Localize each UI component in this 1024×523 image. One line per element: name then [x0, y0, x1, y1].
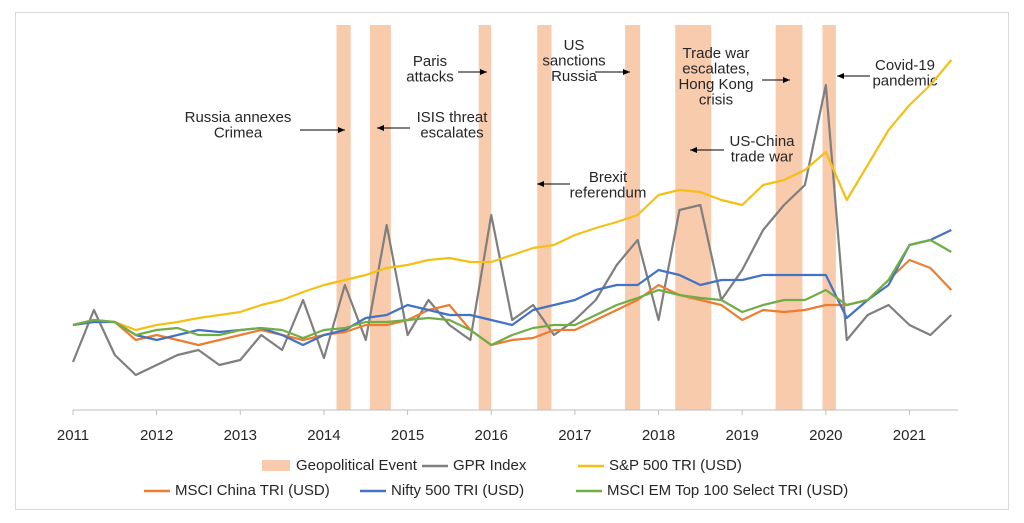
annotation-text: Crimea [214, 124, 263, 141]
event-band [775, 25, 803, 410]
event-band [478, 25, 492, 410]
chart-frame [15, 12, 1009, 510]
x-axis: 2011 2012 2013 2014 2015 2016 2017 2018 2019 2020… [57, 409, 958, 444]
series-line [72, 229, 952, 347]
series-line [71, 83, 953, 377]
x-tick-label: 2017 [558, 427, 591, 444]
annotation-text: US [564, 37, 585, 54]
annotation-text: trade war [731, 148, 794, 165]
annotation-text: referendum [570, 184, 647, 201]
legend-label: MSCI EM Top 100 Select TRI (USD) [607, 482, 848, 499]
legend: Geopolitical Event GPR Index S&P 500 TRI (… [144, 457, 848, 499]
annotation-text: US-China [729, 133, 795, 150]
series-line [72, 258, 953, 347]
annotation-text: ISIS threat [417, 109, 489, 126]
event-band [675, 25, 712, 410]
event-bands [336, 25, 836, 410]
x-tick-label: 2019 [725, 427, 758, 444]
legend-label: GPR Index [453, 457, 527, 474]
x-tick-label: 2016 [475, 427, 508, 444]
annotation-text: pandemic [872, 72, 938, 89]
series-line [72, 59, 953, 332]
event-band [336, 25, 351, 410]
annotation-text: Russia annexes [185, 109, 292, 126]
legend-swatch [262, 460, 290, 471]
legend-label: Geopolitical Event [296, 457, 418, 474]
annotation-text: Russia [551, 68, 598, 85]
annotation-text: Trade war [683, 45, 750, 62]
x-tick-label: 2021 [893, 427, 926, 444]
annotation-text: Hong Kong [678, 76, 753, 93]
annotation-text: escalates [420, 124, 483, 141]
annotation-text: sanctions [542, 52, 605, 69]
event-band [537, 25, 552, 410]
x-tick-label: 2012 [140, 427, 173, 444]
x-tick-label: 2018 [642, 427, 675, 444]
annotation-text: Covid-19 [875, 57, 935, 74]
annotation-text: crisis [699, 91, 733, 108]
lines [71, 59, 953, 377]
annotation-text: Paris [413, 53, 447, 70]
event-band [822, 25, 836, 410]
legend-label: S&P 500 TRI (USD) [609, 457, 742, 474]
x-tick-label: 2011 [57, 427, 89, 444]
x-tick-label: 2014 [307, 427, 340, 444]
event-band [369, 25, 391, 410]
annotation-text: escalates, [682, 60, 750, 77]
legend-label: MSCI China TRI (USD) [175, 482, 330, 499]
x-tick-label: 2015 [391, 427, 424, 444]
x-tick-label: 2020 [809, 427, 842, 444]
x-tick-label: 2013 [224, 427, 257, 444]
series-line [72, 238, 952, 347]
legend-label: Nifty 500 TRI (USD) [391, 482, 524, 499]
annotation-text: Brexit [589, 169, 628, 186]
annotation-text: attacks [406, 68, 454, 85]
